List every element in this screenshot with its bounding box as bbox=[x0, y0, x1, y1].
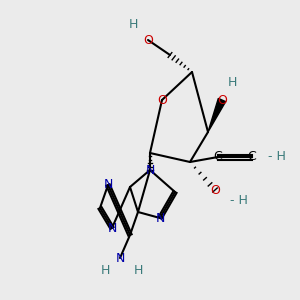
Text: - H: - H bbox=[268, 151, 286, 164]
Text: H: H bbox=[133, 263, 143, 277]
Polygon shape bbox=[208, 98, 226, 132]
Text: O: O bbox=[143, 34, 153, 46]
Text: H: H bbox=[128, 19, 138, 32]
Text: - H: - H bbox=[230, 194, 248, 206]
Text: C: C bbox=[214, 151, 222, 164]
Text: C: C bbox=[248, 151, 256, 164]
Text: N: N bbox=[155, 212, 165, 224]
Text: N: N bbox=[145, 164, 155, 176]
Text: O: O bbox=[157, 94, 167, 106]
Text: O: O bbox=[217, 94, 227, 106]
Text: N: N bbox=[103, 178, 113, 191]
Text: H: H bbox=[227, 76, 237, 89]
Text: N: N bbox=[115, 251, 125, 265]
Text: N: N bbox=[107, 221, 117, 235]
Text: O: O bbox=[210, 184, 220, 196]
Text: H: H bbox=[100, 263, 110, 277]
